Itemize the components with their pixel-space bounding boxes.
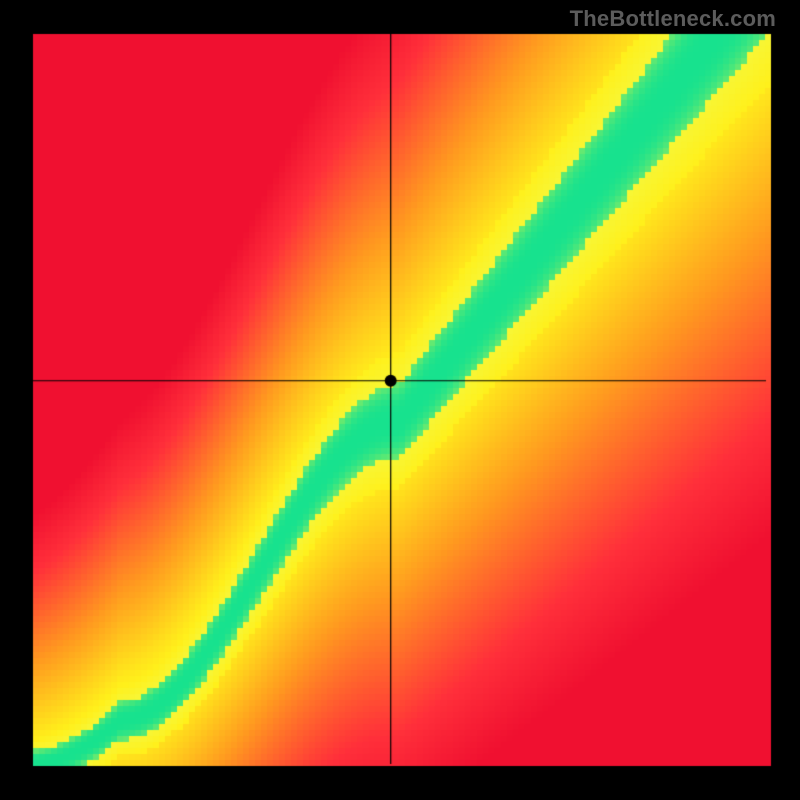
watermark-text: TheBottleneck.com <box>570 6 776 32</box>
bottleneck-heatmap <box>0 0 800 800</box>
chart-container: TheBottleneck.com <box>0 0 800 800</box>
